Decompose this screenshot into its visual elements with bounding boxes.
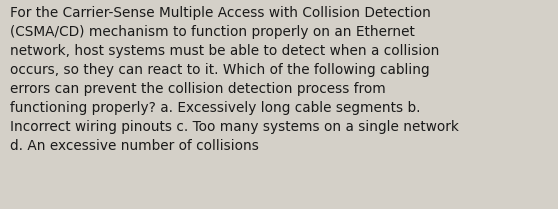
- Text: For the Carrier-Sense Multiple Access with Collision Detection
(CSMA/CD) mechani: For the Carrier-Sense Multiple Access wi…: [10, 6, 459, 153]
